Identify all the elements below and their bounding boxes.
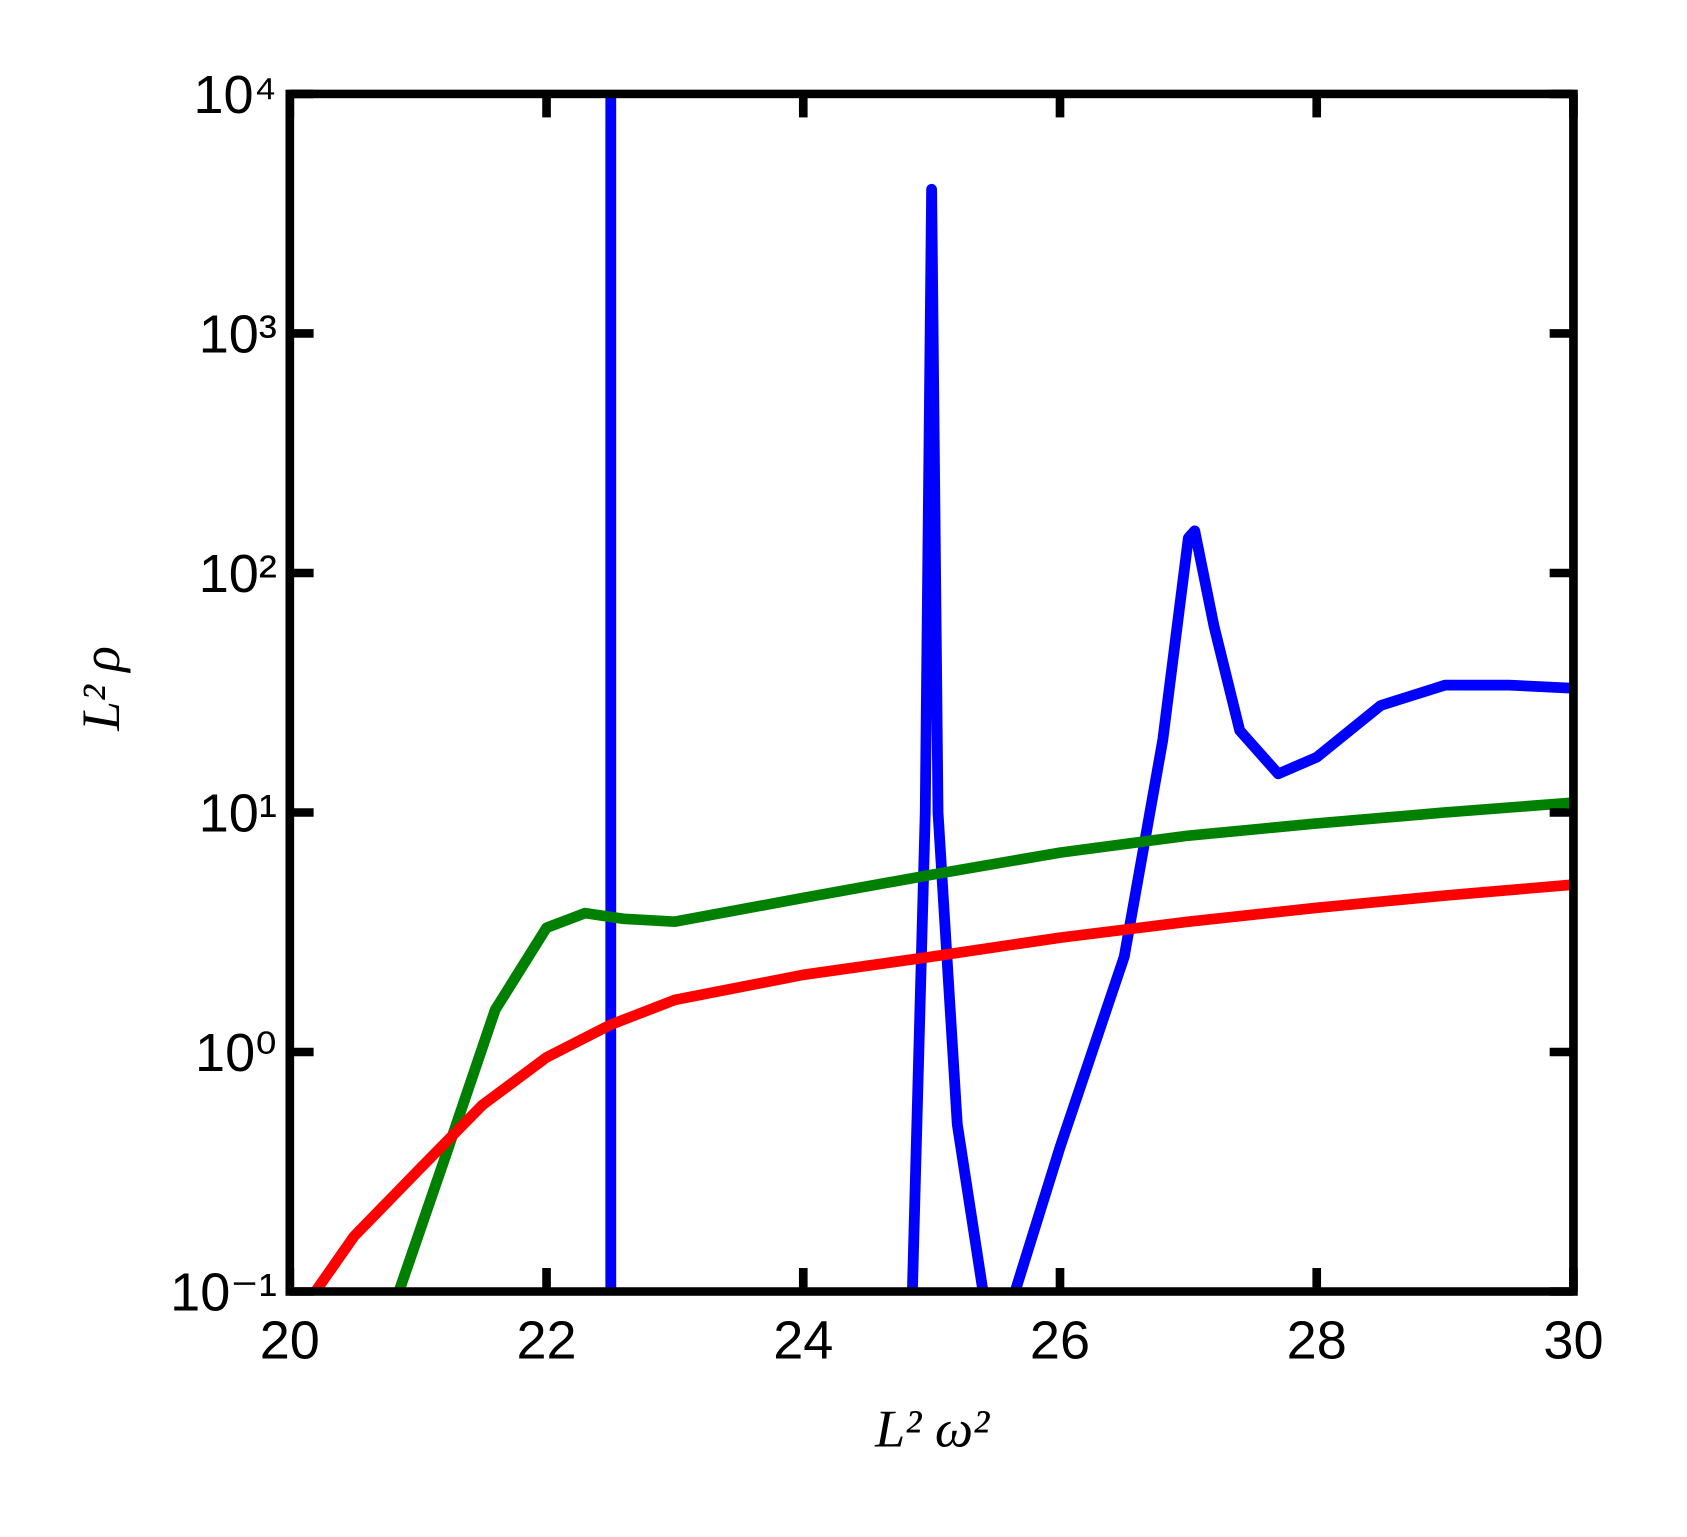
x-tick-label: 20 xyxy=(260,1311,320,1371)
y-tick-label: 10⁰ xyxy=(195,1024,277,1084)
x-tick-label: 26 xyxy=(1030,1311,1090,1371)
y-tick-label: 10³ xyxy=(199,305,277,365)
y-axis-label: L² ρ xyxy=(71,646,131,732)
y-tick-label: 10¹ xyxy=(199,784,277,844)
data-line xyxy=(310,879,1574,1292)
x-tick-label: 30 xyxy=(1543,1311,1603,1371)
y-tick-label: 10⁻¹ xyxy=(170,1263,277,1323)
y-tick-label: 10⁴ xyxy=(193,65,276,125)
plot-area xyxy=(310,93,1574,1292)
y-tick-label: 10² xyxy=(199,544,277,604)
x-tick-label: 24 xyxy=(773,1311,833,1371)
data-line xyxy=(393,797,1574,1292)
x-tick-label: 28 xyxy=(1287,1311,1347,1371)
x-tick-label: 22 xyxy=(516,1311,576,1371)
x-axis-label: L² ω² xyxy=(874,1399,990,1459)
axes-frame xyxy=(285,89,1578,1296)
data-line xyxy=(605,93,1574,1292)
